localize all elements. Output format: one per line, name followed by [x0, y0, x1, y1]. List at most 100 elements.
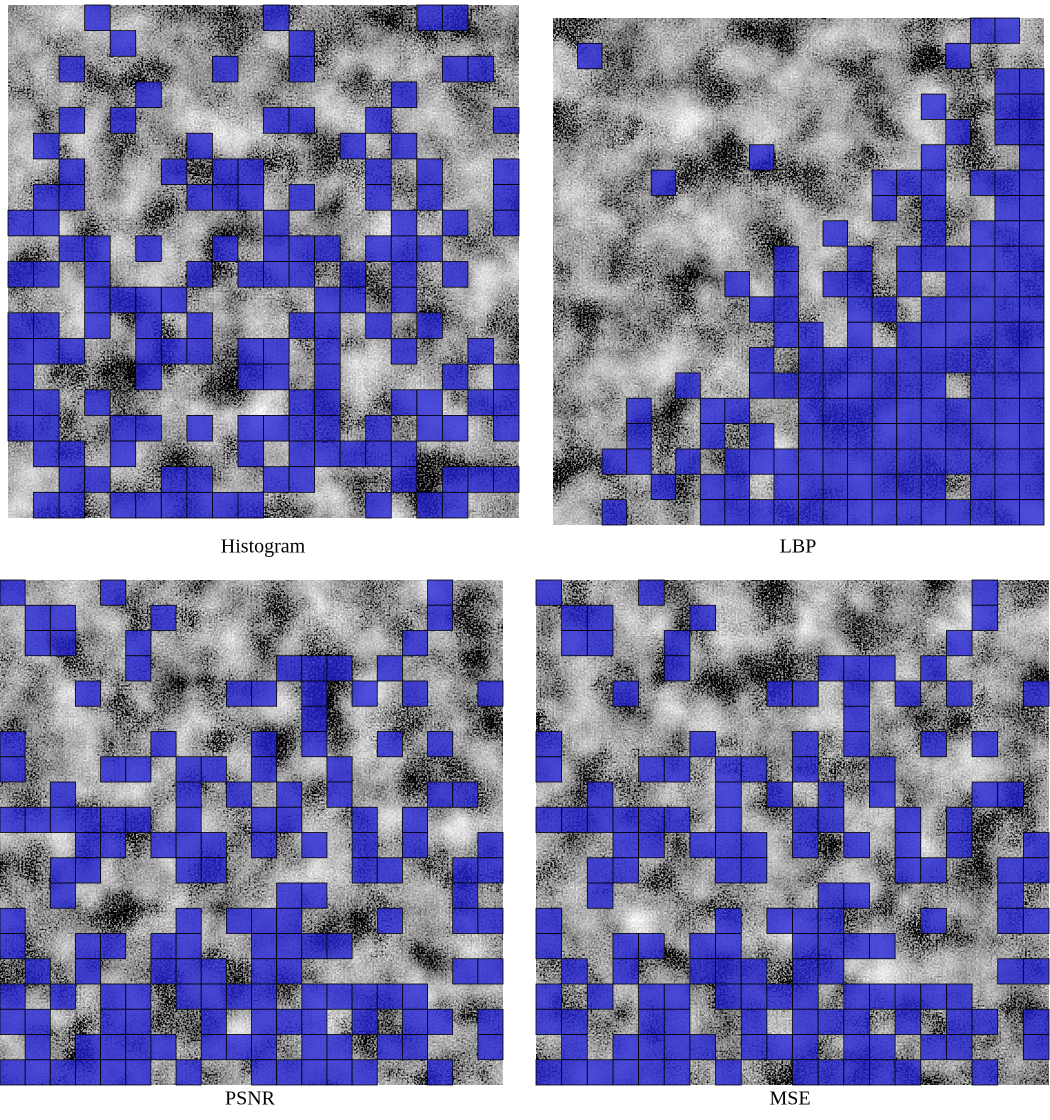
selected-cell: [1023, 1009, 1049, 1034]
selected-cell: [34, 185, 60, 211]
selected-cell: [823, 373, 848, 398]
selected-cell: [895, 1009, 921, 1034]
selected-cell: [1019, 500, 1044, 525]
selected-cell: [252, 732, 277, 757]
selected-cell: [8, 313, 34, 339]
selected-cell: [352, 1009, 377, 1034]
selected-cell: [252, 908, 277, 933]
selected-cell: [536, 908, 562, 933]
selected-cell: [238, 159, 264, 185]
selected-cell: [946, 631, 972, 656]
selected-cell: [327, 782, 352, 807]
selected-cell: [391, 467, 417, 493]
selected-cell: [946, 272, 971, 297]
selected-cell: [391, 441, 417, 467]
selected-cell: [848, 246, 873, 271]
selected-cell: [767, 908, 793, 933]
selected-cell: [110, 108, 136, 134]
selected-cell: [8, 364, 34, 390]
selected-cell: [639, 757, 665, 782]
selected-cell: [627, 424, 652, 449]
selected-cell: [639, 833, 665, 858]
selected-cell: [136, 338, 162, 364]
selected-cell: [327, 1035, 352, 1060]
selected-cell: [995, 398, 1020, 423]
panel: LBP: [553, 18, 1044, 558]
selected-cell: [25, 807, 50, 832]
selected-cell: [562, 605, 588, 630]
selected-cell: [895, 681, 921, 706]
selected-cell: [998, 908, 1024, 933]
selected-cell: [493, 467, 519, 493]
selected-cell: [972, 732, 998, 757]
selected-cell: [366, 313, 392, 339]
selected-cell: [212, 492, 238, 518]
selected-cell: [25, 605, 50, 630]
selected-cell: [793, 681, 819, 706]
selected-cell: [126, 984, 151, 1009]
selected-cell: [377, 984, 402, 1009]
selected-cell: [277, 656, 302, 681]
selected-cell: [85, 467, 111, 493]
selected-cell: [844, 656, 870, 681]
selected-cell: [848, 373, 873, 398]
selected-cell: [327, 757, 352, 782]
selected-cell: [1023, 1035, 1049, 1060]
selected-cell: [700, 474, 725, 499]
selected-cell: [818, 1009, 844, 1034]
selected-cell: [970, 474, 995, 499]
selected-cell: [774, 297, 799, 322]
selected-cell: [1019, 297, 1044, 322]
selected-cell: [818, 883, 844, 908]
selected-cell: [793, 1009, 819, 1034]
selected-cell: [725, 272, 750, 297]
selected-cell: [85, 5, 111, 31]
selected-cell: [995, 449, 1020, 474]
selected-cell: [151, 959, 176, 984]
selected-cell: [110, 441, 136, 467]
selected-cell: [627, 398, 652, 423]
selected-cell: [587, 807, 613, 832]
selected-cell: [101, 1009, 126, 1034]
selected-cell: [493, 390, 519, 416]
selected-cell: [340, 133, 366, 159]
selected-cell: [0, 580, 25, 605]
selected-cell: [793, 833, 819, 858]
selected-cell: [252, 681, 277, 706]
selected-cell: [493, 159, 519, 185]
panel-caption: PSNR: [225, 1088, 276, 1110]
selected-cell: [749, 500, 774, 525]
selected-cell: [187, 185, 213, 211]
selected-cell: [161, 338, 187, 364]
selected-cell: [741, 959, 767, 984]
selected-cell: [844, 1009, 870, 1034]
selected-cell: [101, 1035, 126, 1060]
selected-cell: [970, 500, 995, 525]
selected-cell: [453, 908, 478, 933]
selected-cell: [453, 959, 478, 984]
selected-cell: [872, 474, 897, 499]
selected-cell: [1019, 272, 1044, 297]
selected-cell: [872, 449, 897, 474]
selected-cell: [793, 757, 819, 782]
selected-cell: [818, 1060, 844, 1085]
selected-cell: [995, 272, 1020, 297]
selected-cell: [690, 605, 716, 630]
selected-cell: [639, 807, 665, 832]
selected-cell: [50, 782, 75, 807]
selected-cell: [352, 858, 377, 883]
selected-cell: [289, 390, 315, 416]
selected-cell: [998, 959, 1024, 984]
selected-cell: [1019, 424, 1044, 449]
selected-cell: [799, 424, 824, 449]
selected-cell: [101, 807, 126, 832]
selected-cell: [442, 492, 468, 518]
selected-cell: [897, 246, 922, 271]
selected-cell: [110, 415, 136, 441]
selected-cell: [366, 415, 392, 441]
selected-cell: [402, 984, 427, 1009]
selected-cell: [136, 313, 162, 339]
selected-cell: [818, 782, 844, 807]
selected-cell: [151, 833, 176, 858]
selected-cell: [799, 500, 824, 525]
